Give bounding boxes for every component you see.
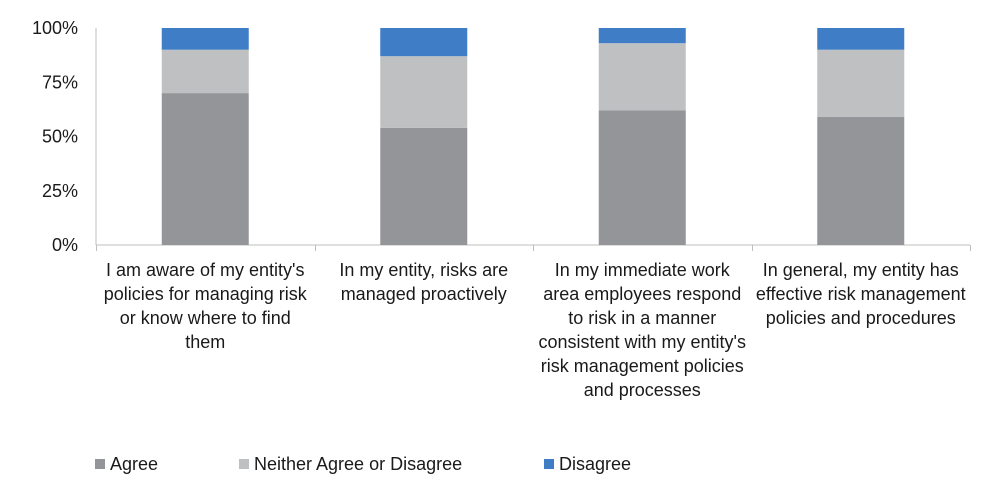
bar-segment-neither-agree-or-disagree — [817, 49, 905, 117]
bar-segment-agree — [161, 93, 249, 245]
bar-segment-agree — [817, 116, 905, 245]
legend-label: Agree — [110, 454, 159, 474]
x-tick-label: In general, my entity has effective risk… — [755, 260, 966, 328]
bar-segment-neither-agree-or-disagree — [598, 43, 686, 111]
legend-swatch — [544, 459, 554, 469]
x-tick-label: In my immediate work area employees resp… — [538, 260, 746, 400]
bar-segment-neither-agree-or-disagree — [161, 49, 249, 94]
y-tick-label: 50% — [42, 127, 78, 147]
bar-segment-agree — [598, 110, 686, 246]
x-tick-label: In my entity, risks are managed proactiv… — [339, 260, 509, 304]
bar-segment-disagree — [161, 28, 249, 50]
bar-segment-neither-agree-or-disagree — [380, 56, 468, 128]
legend-label: Neither Agree or Disagree — [254, 454, 463, 474]
y-tick-label: 75% — [42, 72, 78, 92]
legend-swatch — [239, 459, 249, 469]
legend-item: Neither Agree or Disagree — [239, 452, 462, 476]
y-tick-label: 0% — [52, 235, 78, 255]
bar-segment-disagree — [380, 28, 468, 57]
bar-segment-disagree — [817, 28, 905, 50]
legend-label: Disagree — [559, 454, 632, 474]
y-tick-label: 100% — [32, 18, 78, 38]
legend-item: Disagree — [544, 452, 631, 476]
legend-swatch — [95, 459, 105, 469]
bar-segment-agree — [380, 127, 468, 245]
legend-item: Agree — [95, 452, 158, 476]
x-tick-label: I am aware of my entity's policies for m… — [103, 260, 307, 352]
bar-segment-disagree — [598, 28, 686, 44]
y-tick-label: 25% — [42, 181, 78, 201]
